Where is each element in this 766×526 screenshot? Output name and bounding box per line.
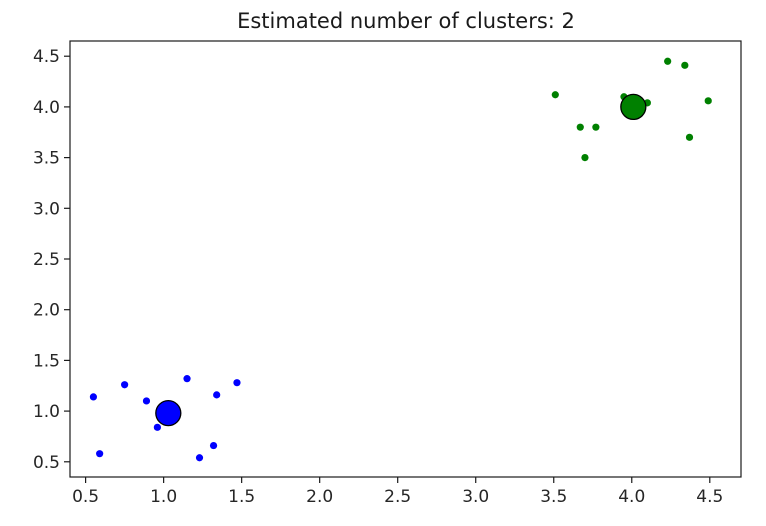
x-tick-label: 3.0 [462, 487, 489, 507]
data-point [89, 393, 98, 401]
chart-title: Estimated number of clusters: 2 [237, 9, 575, 33]
y-tick-label: 0.5 [33, 453, 60, 473]
data-point [153, 423, 161, 431]
data-point [96, 450, 104, 458]
x-tick-label: 0.5 [72, 487, 99, 507]
data-point [576, 123, 584, 131]
y-tick-label: 3.0 [33, 199, 60, 219]
data-point [581, 154, 589, 162]
cluster-center-1 [155, 399, 182, 427]
y-axis: 0.5 1.0 1.5 2.0 2.5 3.0 3.5 4.0 4.5 [33, 47, 70, 473]
x-tick-label: 3.5 [540, 487, 567, 507]
y-tick-label: 4.0 [33, 98, 60, 118]
data-point [121, 381, 129, 389]
data-point [592, 123, 600, 131]
y-tick-label: 1.5 [33, 351, 60, 371]
data-point [233, 379, 241, 387]
y-tick-label: 4.5 [33, 47, 60, 67]
y-tick-label: 3.5 [33, 149, 60, 169]
x-tick-label: 4.5 [696, 487, 723, 507]
data-point [142, 397, 151, 405]
y-tick-label: 2.0 [33, 301, 60, 321]
data-point [685, 133, 694, 141]
data-point [209, 441, 218, 450]
data-point [704, 97, 712, 105]
x-tick-label: 4.0 [618, 487, 645, 507]
y-tick-label: 2.5 [33, 250, 60, 270]
data-point [183, 375, 191, 383]
data-point [195, 454, 204, 462]
x-axis: 0.5 1.0 1.5 2.0 2.5 3.0 3.5 4.0 4.5 [72, 477, 723, 507]
cluster-center-2 [620, 93, 647, 121]
cluster-centers [155, 93, 647, 427]
data-point [213, 391, 221, 399]
x-tick-label: 2.5 [384, 487, 411, 507]
x-tick-label: 1.0 [150, 487, 177, 507]
data-point [551, 91, 559, 99]
data-points [89, 57, 712, 462]
data-point [664, 57, 672, 65]
y-tick-label: 1.0 [33, 402, 60, 422]
x-tick-label: 2.0 [306, 487, 333, 507]
x-tick-label: 1.5 [228, 487, 255, 507]
data-point [681, 61, 689, 69]
